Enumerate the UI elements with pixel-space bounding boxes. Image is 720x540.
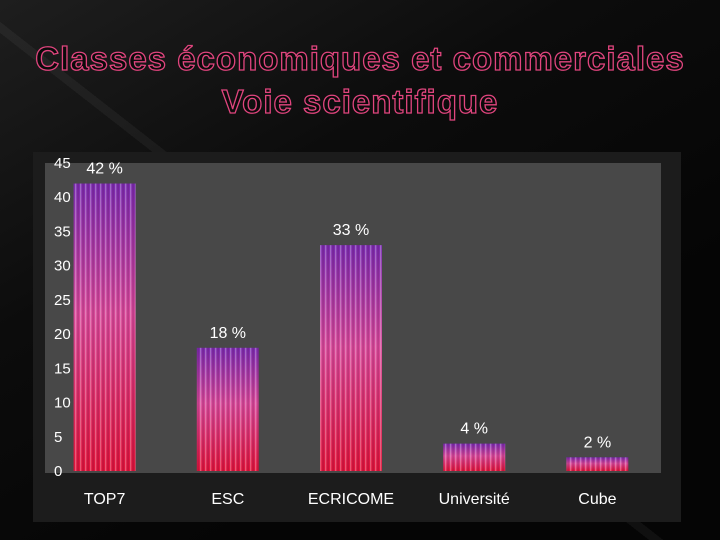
y-tick-label: 5 [54,429,62,446]
data-label: 42 % [86,161,122,178]
data-label: 33 % [333,222,369,239]
y-tick-label: 35 [54,223,71,240]
y-tick-label: 20 [54,326,71,343]
y-tick-label: 10 [54,395,71,412]
x-category-label: TOP7 [84,491,126,508]
y-tick-label: 15 [54,360,71,377]
bar [73,183,136,472]
y-tick-label: 45 [54,155,71,172]
data-label: 4 % [460,421,488,438]
slide-title-line-1: Classes économiques et commerciales [35,40,685,77]
y-tick-label: 40 [54,189,71,206]
y-tick-label: 0 [54,463,62,480]
y-tick-label: 30 [54,258,71,275]
data-label: 18 % [210,325,246,342]
bar [566,457,629,471]
slide-title-line-2: Voie scientifique [221,83,499,120]
bar [196,347,259,471]
x-category-label: Université [439,491,510,508]
bar [320,245,382,471]
bar [443,443,506,471]
data-label: 2 % [584,434,612,451]
x-category-label: Cube [578,491,616,508]
x-category-label: ECRICOME [308,491,394,508]
y-tick-label: 25 [54,292,71,309]
x-category-label: ESC [211,491,244,508]
